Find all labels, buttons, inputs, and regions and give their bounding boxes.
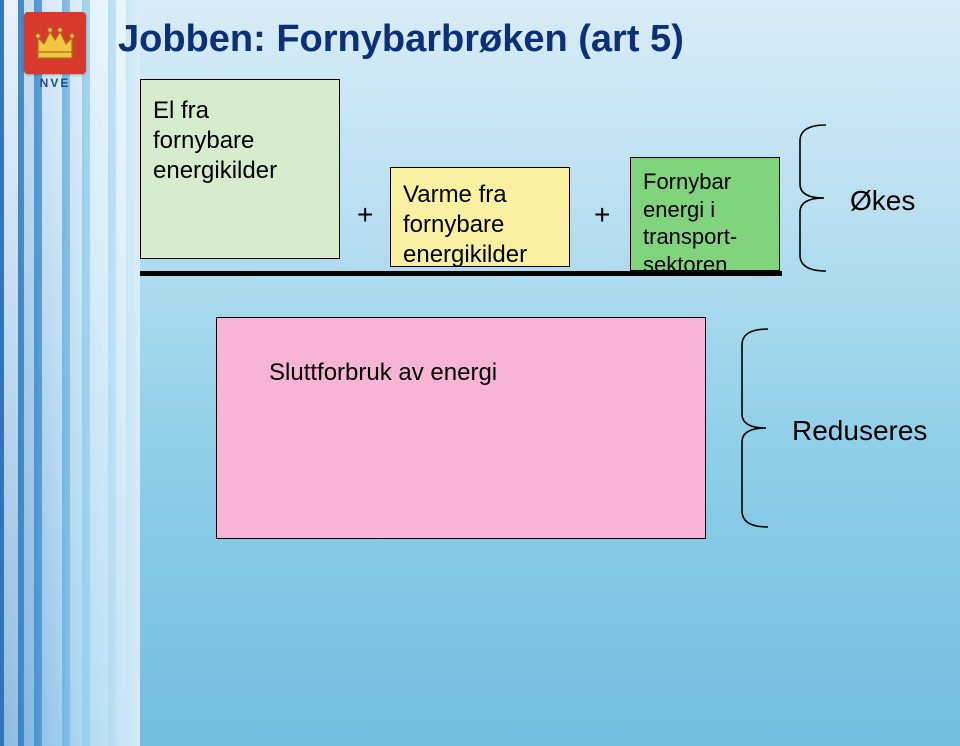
plus-sign: + bbox=[594, 199, 610, 231]
plus-sign: + bbox=[357, 199, 373, 231]
box-el-fornybare: El fra fornybare energikilder bbox=[140, 79, 340, 259]
nve-logo: NVE bbox=[16, 12, 94, 100]
slide: NVE Jobben: Fornybarbrøken (art 5) El fr… bbox=[0, 0, 960, 746]
crown-icon bbox=[34, 22, 76, 64]
box-el-line3: energikilder bbox=[153, 156, 327, 186]
box-slutt-line1: Sluttforbruk av energi bbox=[269, 358, 693, 388]
box-varme-line3: energikilder bbox=[403, 240, 557, 270]
denominator: Sluttforbruk av energi Reduseres bbox=[110, 299, 940, 579]
box-sluttforbruk: Sluttforbruk av energi bbox=[216, 317, 706, 539]
box-varme-fornybare: Varme fra fornybare energikilder bbox=[390, 167, 570, 267]
box-transport-line3: transport- bbox=[643, 223, 767, 251]
box-el-line2: fornybare bbox=[153, 126, 327, 156]
denominator-brace-label: Reduseres bbox=[792, 415, 927, 447]
numerator: El fra fornybare energikilder + Varme fr… bbox=[110, 79, 940, 299]
numerator-brace bbox=[792, 123, 836, 273]
box-varme-line1: Varme fra bbox=[403, 180, 557, 210]
box-fornybar-transport: Fornybar energi i transport- sektoren bbox=[630, 157, 780, 271]
numerator-brace-label: Økes bbox=[850, 185, 915, 217]
logo-plate bbox=[24, 12, 86, 74]
fraction-line bbox=[140, 271, 782, 276]
logo-text: NVE bbox=[40, 76, 71, 90]
slide-title: Jobben: Fornybarbrøken (art 5) bbox=[110, 10, 940, 79]
box-varme-line2: fornybare bbox=[403, 210, 557, 240]
box-transport-line2: energi i bbox=[643, 196, 767, 224]
box-transport-line1: Fornybar bbox=[643, 168, 767, 196]
denominator-brace bbox=[734, 327, 778, 529]
box-el-line1: El fra bbox=[153, 96, 327, 126]
content: Jobben: Fornybarbrøken (art 5) El fra fo… bbox=[110, 10, 940, 726]
